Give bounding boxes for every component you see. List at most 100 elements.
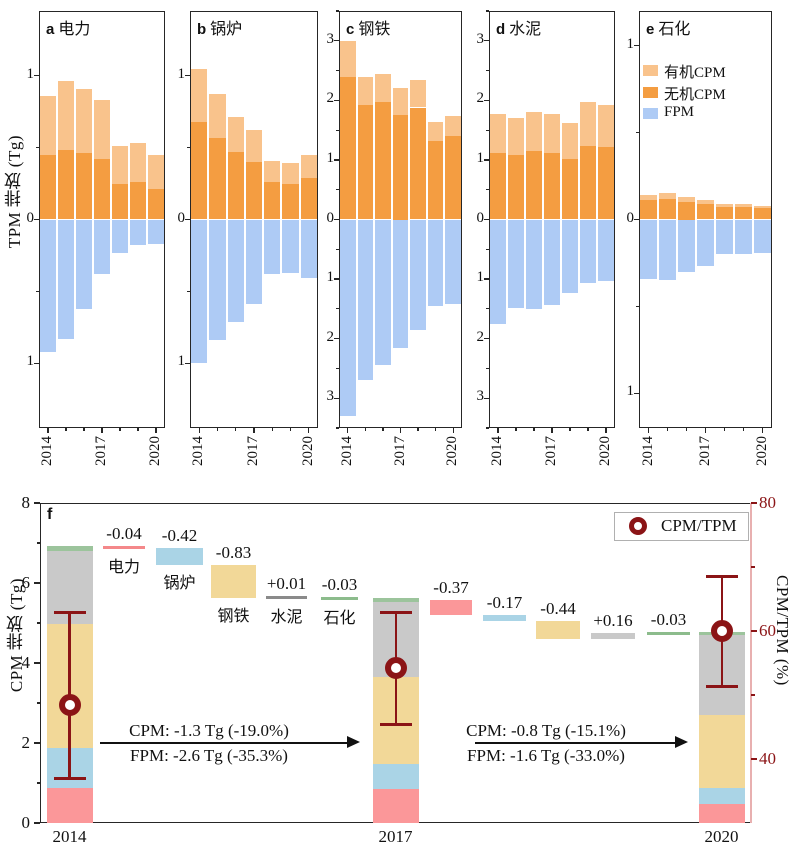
panel-e-bar-2015-inorganic-cpm: [659, 198, 676, 220]
panel-d-xtick: [551, 428, 553, 433]
waterfall-value-label-9: -0.03: [650, 610, 687, 630]
f-bar-2017-石化: [373, 597, 419, 602]
panel-e-xtick: [647, 428, 650, 433]
panel-e-title: e 石化: [646, 15, 690, 39]
panel-a-bar-2014-inorganic-cpm: [40, 154, 56, 220]
waterfall-value-label-5: -0.37: [433, 577, 469, 597]
panel-e-ytick-label: 1: [626, 35, 635, 52]
change-arrow-shaft-0: [100, 742, 350, 744]
f-bar-2014-石化: [46, 546, 93, 551]
panel-c-bar-2018-organic-cpm: [410, 79, 426, 108]
panel-b-bar-2020-fpm: [300, 219, 317, 279]
waterfall-value-label-0: -0.04: [106, 524, 142, 544]
panel-c-xtick: [417, 428, 419, 431]
panel-c-bar-2015-inorganic-cpm: [357, 105, 374, 220]
panel-f-container: CPM 排放 (Tg) CPM/TPM (%) f CPM/TPM 2014 2…: [0, 485, 799, 861]
panel-c-ytick: [336, 69, 339, 72]
panel-b-bar-2017-inorganic-cpm: [245, 161, 263, 220]
panel-c-xtick: [364, 428, 366, 431]
panel-b-ytick: [187, 290, 190, 292]
panel-f-right-ytick-label: 60: [759, 621, 776, 640]
panel-d-bar-2016-organic-cpm: [526, 112, 542, 151]
panel-c-bar-2017-fpm: [392, 219, 409, 348]
panel-d-bar-2015-organic-cpm: [508, 117, 524, 156]
panel-d-xtick: [497, 428, 499, 433]
panel-b-xtick: [216, 428, 219, 431]
panel-d-ytick-label: 1: [476, 269, 485, 286]
top-legend-swatch-有机CPM: [643, 65, 658, 76]
panel-b-ytick: [187, 147, 190, 149]
panel-f-left-ytick: [34, 582, 40, 584]
waterfall-value-label-6: -0.17: [486, 592, 523, 612]
panel-f-left-ytick: [36, 782, 40, 784]
panel-e-sector-name: 石化: [654, 21, 691, 38]
panel-c-ytick-label: 1: [326, 149, 335, 166]
panel-c-bar-2016-fpm: [375, 219, 391, 366]
panel-a-title: a 电力: [46, 15, 90, 39]
panel-e-bar-2019-fpm: [735, 219, 752, 255]
panel-c-bar-2020-inorganic-cpm: [445, 136, 461, 220]
panel-a-ytick: [36, 147, 39, 149]
panel-e-xtick-label-2017: 2017: [696, 436, 713, 466]
panel-b-bar-2020-inorganic-cpm: [300, 177, 317, 220]
panel-e-xtick: [742, 428, 745, 431]
panel-d-xtick-label-2014: 2014: [489, 436, 505, 466]
panel-b-letter: b: [197, 21, 207, 38]
panel-e-xtick: [723, 428, 726, 431]
panel-e-bar-2015-fpm: [659, 219, 676, 281]
panel-f-left-ytick: [34, 822, 40, 824]
panel-e-bar-2018-organic-cpm: [716, 203, 733, 208]
panel-c-ytick: [336, 10, 339, 12]
panel-d-xtick: [569, 428, 571, 431]
panel-c-ytick: [334, 278, 339, 280]
top-legend-swatch-无机CPM: [643, 86, 658, 98]
panel-f-left-spine: [40, 503, 42, 823]
panel-f-right-ytick: [751, 502, 757, 504]
panel-c-ytick: [336, 129, 339, 131]
panel-c-bar-2020-organic-cpm: [445, 116, 461, 137]
panel-d-xtick: [533, 428, 535, 431]
panel-d-ytick: [484, 159, 489, 161]
panel-e-bar-2018-inorganic-cpm: [716, 207, 733, 220]
panel-a-bar-2015-fpm: [58, 219, 74, 339]
panel-e-bar-2020-inorganic-cpm: [754, 208, 771, 220]
panel-e-frame: [639, 11, 772, 428]
panel-c-bar-2017-organic-cpm: [392, 88, 409, 116]
panel-d-title: d 水泥: [496, 15, 541, 39]
panel-a-ytick-label: 1: [26, 65, 35, 82]
panel-e-bar-2019-inorganic-cpm: [735, 207, 752, 220]
top-legend-label-无机CPM: 无机CPM: [664, 86, 726, 103]
panel-c-ytick: [334, 397, 339, 399]
ratio-marker-2020: [711, 620, 733, 642]
panel-c-xtick-label-2020: 2020: [444, 436, 461, 466]
panel-f-left-ytick: [34, 502, 40, 504]
panel-a-xtick: [137, 428, 139, 431]
panel-b-ytick: [185, 362, 190, 364]
ratio-errorbar-cap-bottom-2017: [380, 723, 412, 726]
panel-f-left-ytick-label: 4: [21, 653, 31, 672]
panel-a-frame: [39, 11, 165, 428]
panel-e-xtick: [666, 428, 669, 431]
panel-a-bar-2016-organic-cpm: [76, 88, 92, 154]
panel-b-bar-2017-fpm: [245, 219, 263, 305]
panel-c-ytick: [336, 248, 339, 250]
panel-f-left-ytick: [34, 662, 40, 664]
waterfall-sector-label-钢铁: 钢铁: [217, 607, 250, 625]
panel-d-ytick: [484, 40, 489, 42]
panel-c-xtick: [382, 428, 384, 431]
panel-b-bar-2018-inorganic-cpm: [264, 182, 281, 220]
panel-c-bar-2019-fpm: [427, 219, 444, 306]
panel-e-bar-2017-inorganic-cpm: [697, 203, 714, 220]
panel-e-bar-2020-fpm: [754, 219, 771, 253]
panel-a-bar-2016-fpm: [76, 219, 92, 309]
panel-d-bar-2018-inorganic-cpm: [562, 159, 578, 220]
panel-d-bar-2019-inorganic-cpm: [580, 145, 596, 220]
panel-c-ytick-label: 3: [326, 30, 335, 47]
panel-f-left-ytick-label: 2: [21, 733, 31, 752]
ratio-errorbar-cap-top-2014: [53, 611, 86, 614]
change-arrow-head-1: [675, 736, 688, 749]
panel-f-right-y-axis-label: CPM/TPM (%): [773, 575, 792, 686]
panel-a-bar-2017-organic-cpm: [94, 100, 110, 160]
panel-d-ytick: [486, 10, 489, 12]
panel-c-bar-2015-fpm: [357, 219, 374, 381]
